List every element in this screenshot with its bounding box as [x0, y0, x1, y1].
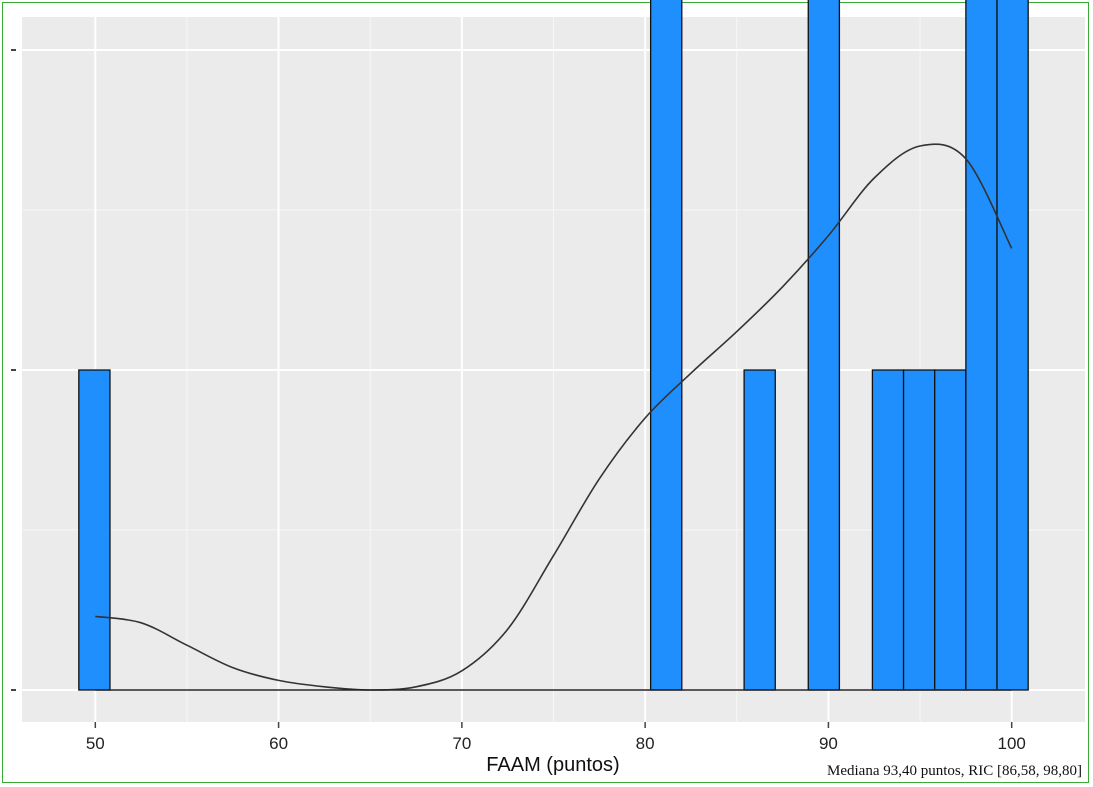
x-axis-ticks: 50 60 70 80 90 100	[86, 722, 1026, 753]
histogram-bar	[651, 0, 682, 690]
x-tick-label: 80	[636, 734, 655, 753]
histogram-bar	[808, 0, 839, 690]
histogram-bar	[997, 0, 1028, 690]
x-tick-label: 90	[819, 734, 838, 753]
histogram-bar	[79, 370, 110, 690]
x-tick-label: 70	[452, 734, 471, 753]
histogram-bar	[966, 0, 997, 690]
summary-note: Mediana 93,40 puntos, RIC [86,58, 98,80]	[827, 763, 1082, 779]
x-axis-title: FAAM (puntos)	[486, 754, 619, 776]
x-tick-label: 50	[86, 734, 105, 753]
histogram-bar	[904, 370, 935, 690]
y-axis-ticks	[11, 0, 16, 690]
histogram-bar	[744, 370, 775, 690]
x-tick-label: 100	[998, 734, 1026, 753]
x-tick-label: 60	[269, 734, 288, 753]
histogram-bar	[935, 370, 966, 690]
histogram-bar	[872, 370, 903, 690]
